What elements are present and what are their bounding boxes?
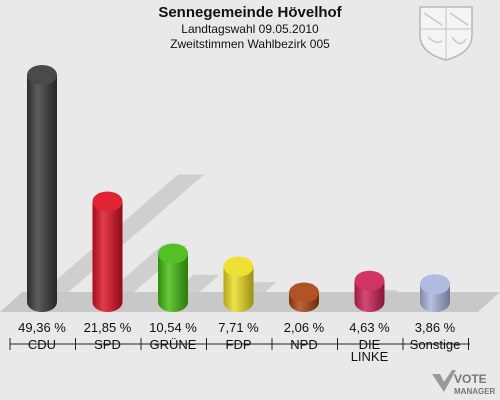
vote-manager-logo: VOTE MANAGER: [432, 370, 496, 396]
value-label: 7,71 %: [218, 320, 259, 335]
category-label: Sonstige: [410, 337, 461, 352]
chart-title: Sennegemeinde Hövelhof: [158, 4, 342, 21]
bar-top: [354, 270, 385, 291]
bar-top: [92, 191, 123, 212]
chart-subtitle: Landtagswahl 09.05.2010: [181, 22, 319, 36]
value-label: 10,54 %: [149, 320, 197, 335]
category-label: DIE: [359, 337, 381, 352]
category-label: NPD: [290, 337, 317, 352]
category-label: GRÜNE: [150, 337, 197, 352]
value-label: 21,85 %: [84, 320, 132, 335]
bar-top: [223, 256, 254, 277]
bar: [27, 74, 57, 312]
bar: [223, 266, 254, 312]
bar-top: [158, 243, 188, 264]
value-label: 3,86 %: [415, 320, 456, 335]
bars: [27, 64, 450, 312]
logo-text-manager: MANAGER: [454, 387, 496, 396]
bar-top: [420, 274, 450, 295]
category-label: CDU: [28, 337, 56, 352]
value-label: 49,36 %: [18, 320, 66, 335]
bar-top: [27, 64, 57, 85]
bar-top: [289, 282, 319, 303]
chart-subtitle-2: Zweitstimmen Wahlbezirk 005: [170, 37, 330, 51]
value-label: 2,06 %: [284, 320, 325, 335]
category-label: LINKE: [351, 349, 389, 364]
bar: [158, 253, 188, 312]
bar: [92, 201, 123, 312]
logo-text-vote: VOTE: [454, 372, 487, 386]
value-labels: 49,36 % 21,85 % 10,54 % 7,71 % 2,06 % 4,63 % 3…: [18, 320, 456, 335]
value-label: 4,63 %: [349, 320, 390, 335]
coat-of-arms-logo: [419, 6, 473, 61]
category-label: SPD: [94, 337, 121, 352]
category-label: FDP: [226, 337, 252, 352]
